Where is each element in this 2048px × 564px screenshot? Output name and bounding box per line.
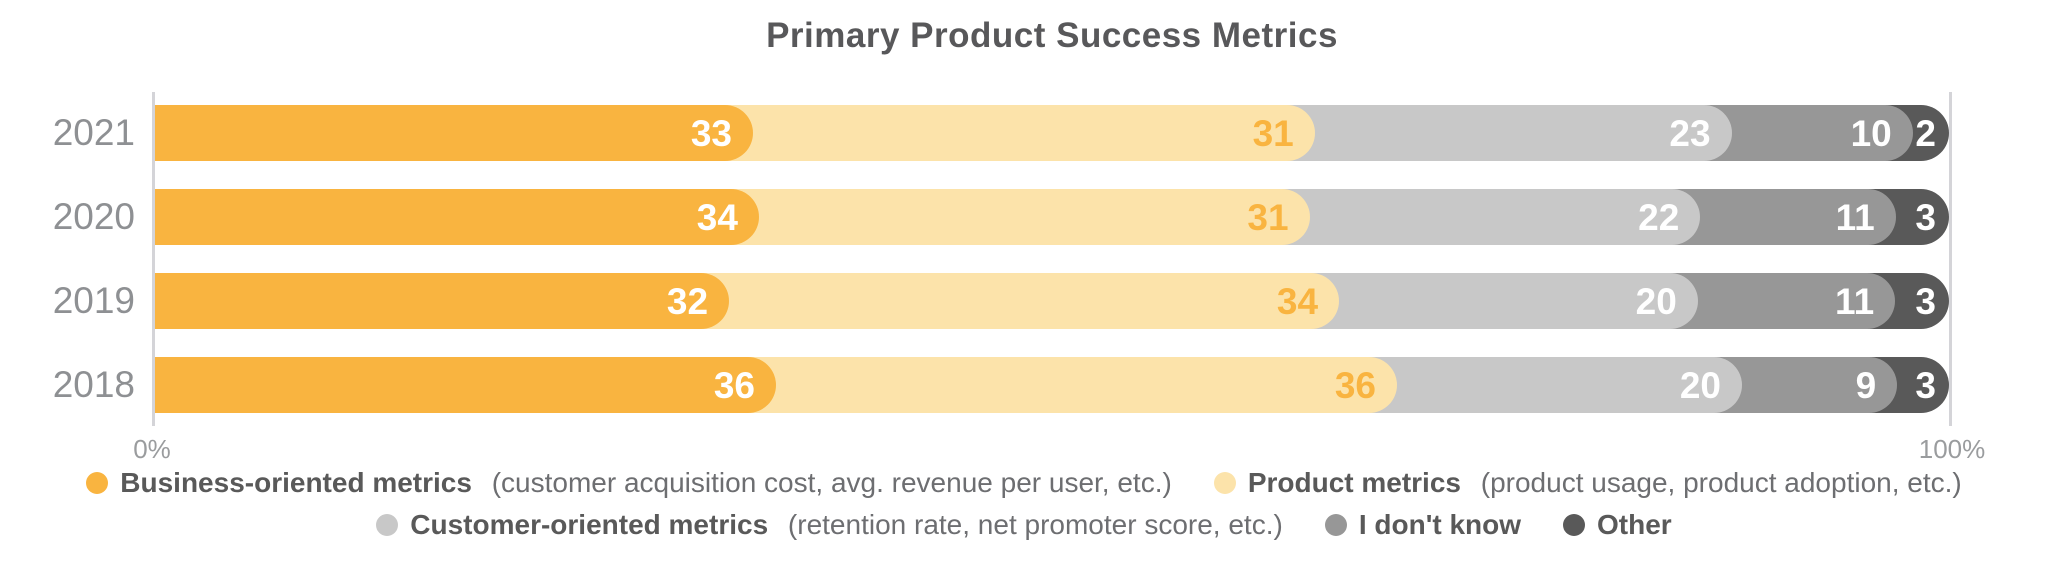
legend-item-business-oriented-metrics: Business-oriented metrics (customer acqu… xyxy=(86,467,1172,499)
segment-value: 2 xyxy=(1915,112,1936,154)
segment-i-don-t-know: 10 xyxy=(1695,105,1913,161)
segment-product-metrics: 36 xyxy=(739,357,1397,413)
segment-value: 3 xyxy=(1915,196,1936,238)
x-axis-tick-0: 0% xyxy=(133,434,171,464)
segment-value: 36 xyxy=(713,364,755,406)
legend-dot-icon xyxy=(1213,472,1236,494)
chart-row-2020: 2020 34 31 22 11 3 xyxy=(53,189,1949,245)
segment-value: 11 xyxy=(1835,196,1875,238)
segment-value: 34 xyxy=(696,196,738,238)
segment-value: 3 xyxy=(1915,280,1936,322)
year-label: 2020 xyxy=(52,196,135,237)
legend-item-other: Other xyxy=(1563,509,1672,541)
chart-row-2019: 2019 32 34 20 11 3 xyxy=(53,273,1949,329)
legend-item-product-metrics: Product metrics (product usage, product … xyxy=(1213,467,1962,499)
x-axis-tick-100: 100% xyxy=(1918,434,1986,464)
legend-series-name: Customer-oriented metrics xyxy=(410,509,769,540)
segment-customer-oriented-metrics: 20 xyxy=(1303,273,1698,329)
segment-i-don-t-know: 11 xyxy=(1661,273,1896,329)
legend-series-description: (customer acquisition cost, avg. revenue… xyxy=(483,467,1172,498)
segment-value: 23 xyxy=(1669,112,1711,154)
segment-business-oriented-metrics: 34 xyxy=(155,189,759,245)
segment-value: 31 xyxy=(1252,112,1294,154)
segment-business-oriented-metrics: 36 xyxy=(155,357,776,413)
segment-value: 20 xyxy=(1679,364,1721,406)
legend-row-2: Customer-oriented metrics (retention rat… xyxy=(376,506,1672,544)
segment-product-metrics: 34 xyxy=(693,273,1340,329)
legend-series-name: I don't know xyxy=(1358,509,1522,540)
segment-product-metrics: 31 xyxy=(716,105,1315,161)
legend-series-name: Product metrics xyxy=(1247,467,1461,498)
segment-value: 34 xyxy=(1276,280,1319,322)
segment-value: 22 xyxy=(1638,196,1680,238)
legend-item-customer-oriented-metrics: Customer-oriented metrics (retention rat… xyxy=(376,509,1283,541)
chart-row-2021: 2021 33 31 23 10 2 xyxy=(53,105,1949,161)
legend-dot-icon xyxy=(86,472,109,494)
legend-series-name: Other xyxy=(1597,509,1672,540)
segment-customer-oriented-metrics: 22 xyxy=(1273,189,1701,245)
segment-value: 9 xyxy=(1855,364,1877,406)
segment-i-don-t-know: 11 xyxy=(1664,189,1896,245)
chart-title: Primary Product Success Metrics xyxy=(766,16,1338,55)
chart-legend: Business-oriented metrics (customer acqu… xyxy=(0,464,2048,544)
year-label: 2018 xyxy=(52,364,135,405)
segment-value: 11 xyxy=(1835,280,1875,322)
segment-product-metrics: 31 xyxy=(722,189,1310,245)
legend-series-name: Business-oriented metrics xyxy=(120,467,472,498)
segment-value: 32 xyxy=(666,280,709,322)
plot-area: 2021 33 31 23 10 2 2020 34 31 22 11 3 2019 32 34 20 11 3 2… xyxy=(53,92,1952,426)
segment-value: 10 xyxy=(1850,112,1892,154)
segment-value: 20 xyxy=(1635,280,1677,322)
legend-dot-icon xyxy=(1563,514,1586,536)
chart-row-2018: 2018 36 36 20 9 3 xyxy=(53,357,1949,413)
segment-value: 36 xyxy=(1334,364,1376,406)
segment-value: 3 xyxy=(1915,364,1936,406)
segment-customer-oriented-metrics: 20 xyxy=(1360,357,1742,413)
segment-value: 33 xyxy=(690,112,732,154)
segment-business-oriented-metrics: 33 xyxy=(155,105,753,161)
legend-dot-icon xyxy=(376,514,399,536)
segment-value: 31 xyxy=(1247,196,1289,238)
segment-customer-oriented-metrics: 23 xyxy=(1278,105,1732,161)
legend-series-description: (product usage, product adoption, etc.) xyxy=(1472,467,1962,498)
year-label: 2019 xyxy=(52,280,135,321)
legend-item-i-don-t-know: I don't know xyxy=(1324,509,1522,541)
year-label: 2021 xyxy=(52,112,135,153)
segment-business-oriented-metrics: 32 xyxy=(155,273,730,329)
legend-series-description: (retention rate, net promoter score, etc… xyxy=(780,509,1283,540)
legend-row-1: Business-oriented metrics (customer acqu… xyxy=(86,464,1962,502)
legend-dot-icon xyxy=(1324,514,1347,536)
